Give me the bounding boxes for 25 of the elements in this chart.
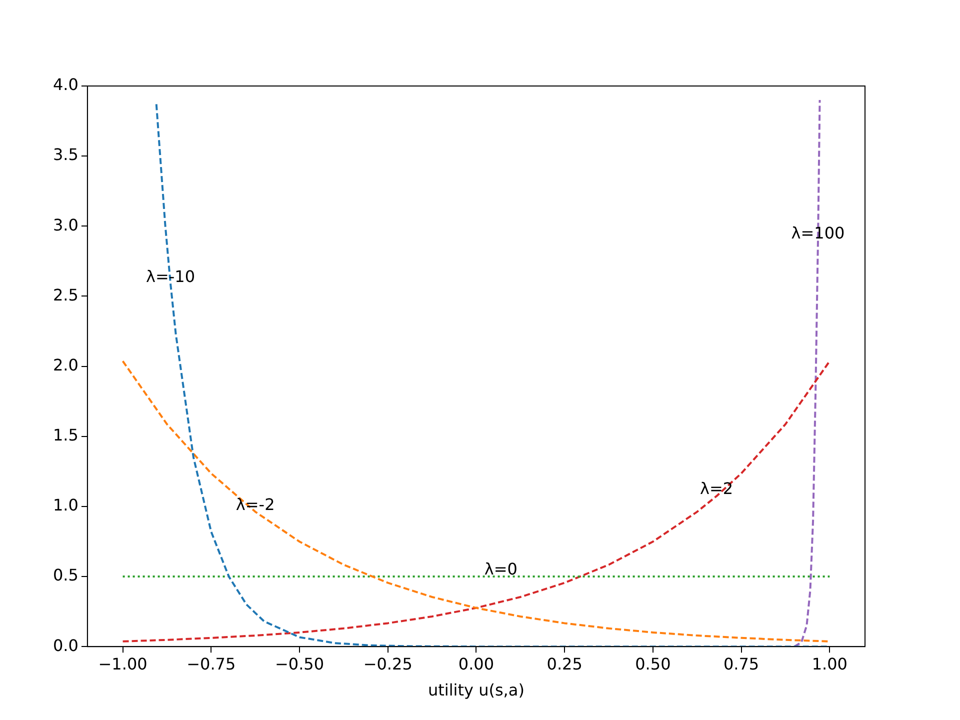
line-series <box>122 360 831 642</box>
y-tick-label: 2.0 <box>52 355 78 374</box>
annotation: λ=-10 <box>146 266 196 286</box>
x-tick-label: −0.25 <box>363 654 412 674</box>
x-tick-label: 0.25 <box>546 654 582 674</box>
x-tick-label: 0.75 <box>723 654 760 674</box>
y-tick-label: 0.5 <box>52 566 78 585</box>
x-tick-label: 1.00 <box>812 654 848 674</box>
y-tick-label: 0.0 <box>52 636 78 655</box>
x-tick-label: 0.50 <box>635 654 671 674</box>
y-tick-label: 3.0 <box>52 215 78 234</box>
x-tick-label: −0.75 <box>186 654 236 674</box>
x-axis-title: utility u(s,a) <box>428 680 524 700</box>
y-tick-label: 4.0 <box>52 75 78 94</box>
x-tick-label: 0.00 <box>458 654 494 674</box>
annotation: λ=0 <box>484 560 518 579</box>
annotation: λ=2 <box>700 479 734 498</box>
y-tick-label: 1.0 <box>52 496 78 515</box>
y-tick-label: 2.5 <box>52 285 78 304</box>
y-tick-label: 3.5 <box>52 145 78 164</box>
annotation: λ=100 <box>791 223 845 242</box>
x-tick-label: −1.00 <box>98 654 148 674</box>
x-tick-label: −0.50 <box>274 654 324 674</box>
annotation: λ=-2 <box>236 494 275 514</box>
y-tick-label: 1.5 <box>52 426 78 445</box>
